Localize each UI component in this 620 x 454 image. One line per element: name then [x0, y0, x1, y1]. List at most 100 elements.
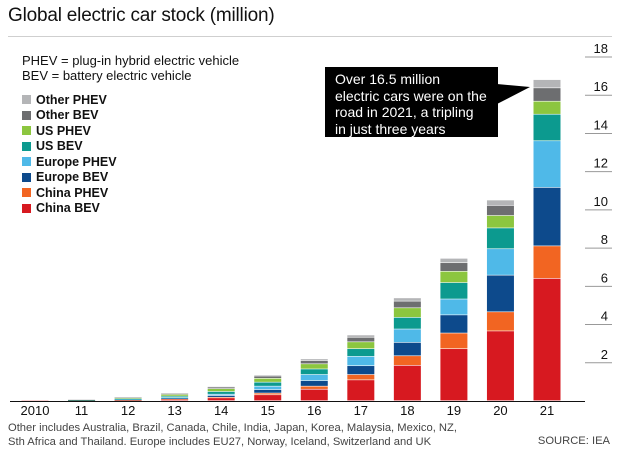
bar-segment [393, 342, 421, 356]
callout-line-2: electric cars were on the [335, 87, 487, 104]
bar-segment [486, 275, 514, 312]
callout-pointer [497, 84, 530, 104]
bar-segment [347, 335, 375, 337]
bar-segment [393, 317, 421, 329]
bar-segment [114, 400, 142, 401]
definition-bev: BEV = battery electric vehicle [22, 68, 192, 83]
bar-segment [254, 395, 282, 401]
legend-label: China PHEV [36, 185, 109, 200]
bar-segment [254, 386, 282, 390]
bar-segment [440, 282, 468, 299]
bar-segment [486, 215, 514, 228]
bar-segment [440, 271, 468, 283]
bar-segment [533, 246, 561, 279]
legend-label: Europe PHEV [36, 154, 117, 169]
legend-swatch [22, 110, 31, 120]
bar-segment [161, 396, 189, 398]
title-divider [8, 36, 612, 37]
footnote-line-1: Other includes Australia, Brazil, Canada… [8, 422, 457, 434]
bar-segment [207, 386, 235, 388]
bar-segment [161, 399, 189, 400]
callout-line-3: road in 2021, a tripling [335, 104, 474, 120]
bar-segment [300, 374, 328, 381]
bar-segment [393, 365, 421, 401]
legend-swatch [22, 157, 31, 167]
bar-segment [207, 398, 235, 401]
bar-segment [347, 380, 375, 401]
x-tick-label: 13 [167, 403, 181, 418]
bar-segment [347, 356, 375, 366]
x-tick-label: 12 [121, 403, 135, 418]
bar-segment [440, 333, 468, 349]
bar-segment [114, 399, 142, 400]
legend-swatch [22, 188, 31, 198]
x-tick-label: 17 [354, 403, 368, 418]
bar-segment [533, 88, 561, 101]
bar-segment [486, 331, 514, 401]
legend-item: US PHEV [22, 123, 117, 139]
bar-segment [207, 395, 235, 397]
x-tick-label: 21 [540, 403, 554, 418]
y-tick-label: 4 [601, 309, 608, 324]
x-tick-label: 16 [307, 403, 321, 418]
bar-segment [207, 391, 235, 394]
bar-segment [207, 394, 235, 396]
bar-segment [393, 329, 421, 343]
bar-segment [161, 399, 189, 401]
legend-item: China PHEV [22, 185, 117, 201]
legend-swatch [22, 95, 31, 105]
legend-label: US PHEV [36, 123, 91, 138]
bar-segment [393, 301, 421, 308]
bar-segment [300, 359, 328, 361]
bar-segment [300, 389, 328, 401]
legend-swatch [22, 126, 31, 136]
chart-title: Global electric car stock (million) [8, 5, 275, 26]
y-tick-label: 10 [594, 194, 608, 209]
legend-label: China BEV [36, 201, 100, 216]
bar-segment [533, 187, 561, 246]
bar-segment [533, 114, 561, 141]
bar-segment [440, 299, 468, 315]
bar-segment [254, 375, 282, 376]
footnote: Other includes Australia, Brazil, Canada… [8, 422, 457, 449]
legend-label: US BEV [36, 139, 83, 154]
x-tick-label: 11 [75, 403, 89, 418]
callout-line-4: in just three years [335, 120, 446, 137]
bar-segment [440, 315, 468, 333]
bar-segment [300, 364, 328, 369]
bar-segment [347, 342, 375, 349]
legend-item: Europe PHEV [22, 154, 117, 170]
bar-segment [254, 389, 282, 393]
bar-segment [114, 397, 142, 398]
bar-segment [114, 398, 142, 399]
bar-segment [254, 378, 282, 382]
bar-segment [300, 380, 328, 386]
bar-segment [486, 228, 514, 249]
source-credit: SOURCE: IEA [537, 435, 610, 447]
bar-segment [161, 393, 189, 394]
legend-label: Europe BEV [36, 170, 109, 185]
x-tick-label: 15 [260, 403, 274, 418]
y-tick-label: 2 [601, 347, 608, 362]
bar-segment [254, 376, 282, 379]
bar-segment [161, 394, 189, 396]
legend-item: Europe BEV [22, 170, 117, 186]
x-tick-label: 20 [493, 403, 507, 418]
bar-segment [486, 312, 514, 331]
legend-label: Other PHEV [36, 92, 107, 107]
bar-segment [254, 382, 282, 386]
definition-phev: PHEV = plug-in hybrid electric vehicle [22, 53, 240, 68]
bar-segment [207, 387, 235, 389]
bar-segment [207, 388, 235, 392]
bar-segment [300, 386, 328, 389]
legend-swatch [22, 141, 31, 151]
bar-segment [207, 397, 235, 399]
bar-segment [161, 393, 189, 395]
y-tick-label: 18 [594, 41, 608, 56]
legend-swatch [22, 172, 31, 182]
bar-segment [393, 356, 421, 366]
bar-segment [161, 398, 189, 400]
legend-item: US BEV [22, 139, 117, 155]
bar-segment [533, 141, 561, 188]
